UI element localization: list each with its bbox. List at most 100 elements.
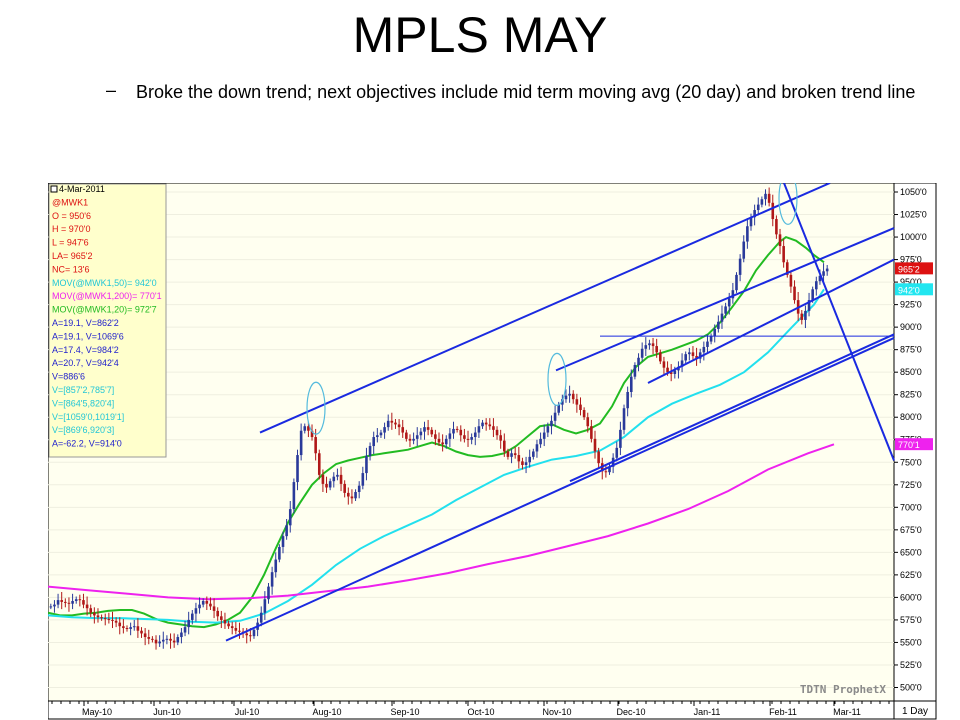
candle-body [143,633,147,638]
candle-body [539,438,542,445]
slide-title: MPLS MAY [352,7,608,63]
candle-body [285,525,288,537]
candle-body [680,360,684,367]
candle-body [281,536,285,547]
y-tick-label: 575'0 [900,615,922,625]
candle-body [307,426,310,431]
candlestick-layer [49,187,829,650]
candle-body [782,246,785,263]
candle-body [771,202,775,220]
candle-body [67,602,71,604]
candle-body [695,355,698,359]
candle-body [698,352,702,359]
y-tick-label: 650'0 [900,547,922,557]
candle-body [230,626,234,629]
candle-body [365,455,368,474]
candle-body [473,432,477,438]
candle-body [343,483,346,493]
candle-body [470,437,473,440]
trendline-inner-upper [555,227,895,372]
candle-body [760,199,764,205]
candle-body [317,453,321,475]
candle-body [568,393,571,396]
candle-body [669,372,673,374]
y-tick-label: 725'0 [900,480,922,490]
candle-body [415,435,419,439]
candle-body [394,422,397,425]
candle-body [532,451,535,457]
bullet-dash: – [106,80,117,100]
highlight-ellipse [778,183,798,225]
candle-body [332,476,336,482]
candle-body [503,440,506,452]
candle-body [85,604,89,609]
candle-body [201,601,205,605]
candle-body [205,601,209,604]
info-box-line: V=[864'5,820'4] [52,398,114,408]
candle-body [557,404,561,413]
candle-body [492,426,495,430]
candle-body [252,629,256,637]
price-chart: 1050'0 1025'0 1000'0 975'0 950'0 925'0 900'0 87… [48,183,937,720]
candle-body [158,641,161,644]
info-box-line: H = 970'0 [52,224,91,234]
info-box-line: V=[869'6,920'3] [52,425,114,435]
candle-body [709,336,713,342]
info-box-line: V=886'6 [52,372,85,382]
candle-body [448,433,452,439]
candle-body [114,620,118,623]
candle-body [100,617,103,619]
candle-body [506,451,510,457]
candle-body [169,638,172,641]
candle-body [666,367,669,373]
candle-body [96,615,100,618]
candle-body [720,313,724,322]
bullet-text: Broke the down trend; next objectives in… [136,82,916,102]
candle-body [386,420,390,428]
candle-body [107,619,111,621]
highlight-ellipse [306,381,326,435]
x-tick-labels: May-10 Jun-10 Jul-10 Aug-10 Sep-10 Oct-10 Nov-… [51,701,890,717]
watermark: TDTN ProphetX [800,683,886,696]
candle-body [321,474,325,484]
candle-body [775,219,778,235]
candle-body [78,599,82,601]
candle-body [727,298,731,307]
candle-body [822,271,825,276]
candle-body [408,438,412,441]
candle-body [778,234,782,247]
candle-body [437,438,441,443]
candle-body [49,606,53,608]
candle-body [379,432,383,436]
trendline-upper-channel [259,183,831,434]
moving-average-line [48,443,835,601]
candle-body [444,438,448,445]
x-tick-label: Jan-11 [694,707,721,717]
candle-body [357,485,361,492]
candle-body [361,473,365,486]
candle-body [702,346,706,353]
candle-body [191,613,194,620]
info-box-line: MOV(@MWK1,50)= 942'0 [52,278,157,288]
candle-body [818,275,822,282]
candle-body [238,630,241,632]
candle-body [528,456,531,463]
candle-body [274,559,278,573]
candle-body [227,623,230,627]
candle-body [161,639,165,642]
candle-body [53,604,56,607]
candle-body [488,424,492,427]
candle-body [688,352,691,355]
x-tick-label: Jul-10 [235,707,260,717]
candle-body [746,226,749,242]
candle-body [412,438,415,441]
candle-body [234,628,238,631]
candle-body [64,601,67,603]
trendline-inner-lower [647,258,895,384]
interval-label: 1 Day [902,706,928,717]
candle-body [354,491,357,499]
x-tick-label: Aug-10 [312,707,341,717]
candle-body [376,435,379,438]
y-tick-label: 625'0 [900,570,922,580]
y-tick-label: 750'0 [900,457,922,467]
